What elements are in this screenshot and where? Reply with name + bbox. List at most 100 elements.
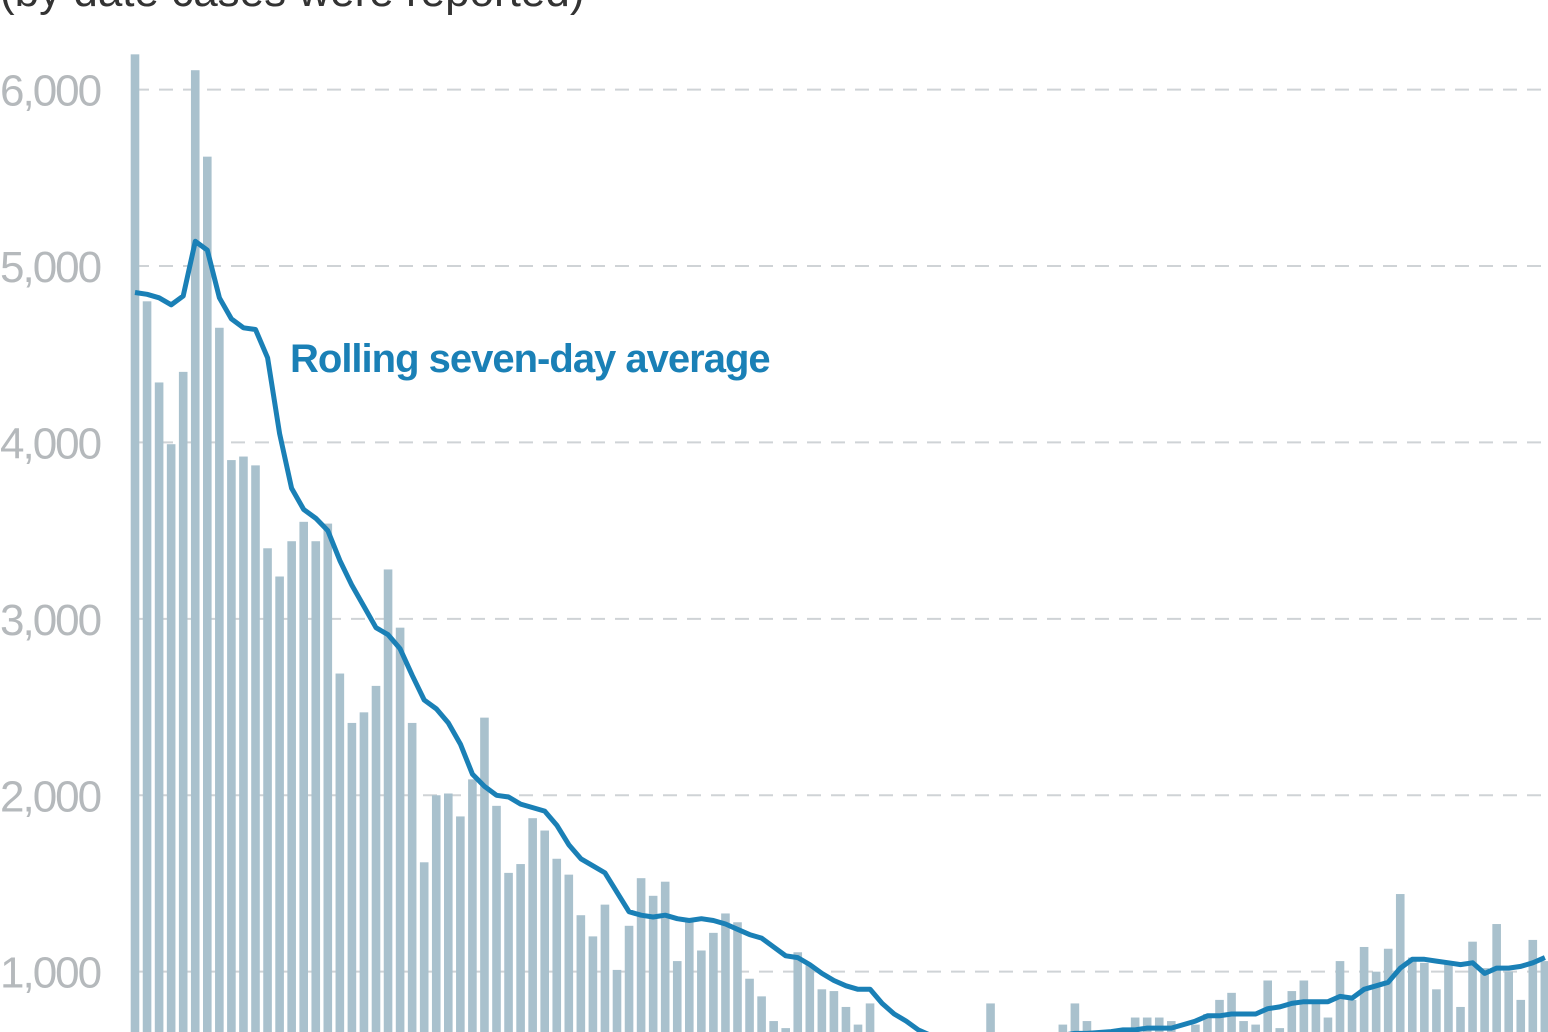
bar [1287, 991, 1297, 1032]
bar [1468, 941, 1477, 1032]
bar [1528, 939, 1538, 1032]
bar [636, 878, 646, 1032]
bar [588, 936, 598, 1032]
bar [419, 862, 429, 1032]
bar [444, 793, 453, 1032]
bar [757, 996, 766, 1032]
bar [1516, 999, 1526, 1032]
bar [1058, 1024, 1068, 1032]
bar [552, 858, 562, 1032]
bar [263, 548, 272, 1032]
bar [709, 932, 718, 1032]
bar [154, 382, 164, 1032]
bar [395, 627, 405, 1032]
bar [817, 989, 827, 1032]
bar [540, 830, 549, 1032]
bar [1432, 989, 1441, 1032]
bar [1480, 968, 1489, 1032]
y-tick-label: 4,000 [0, 419, 101, 468]
bar [468, 779, 477, 1032]
bar [648, 895, 658, 1032]
bar [215, 327, 224, 1032]
bar [504, 872, 513, 1032]
bar [431, 795, 441, 1032]
bar [142, 301, 152, 1032]
bar [805, 964, 815, 1032]
bar [251, 465, 260, 1032]
bar [865, 1003, 875, 1032]
bar [166, 444, 176, 1032]
bar [1239, 1021, 1248, 1032]
bar [239, 456, 248, 1032]
chart-subtitle: (by date cases were reported) [0, 0, 585, 16]
average-line [134, 238, 1546, 1032]
bar [600, 904, 610, 1032]
bar [1082, 1021, 1092, 1032]
bar [1275, 1028, 1285, 1032]
bar [1347, 999, 1357, 1032]
bar [660, 881, 670, 1032]
bar [492, 805, 501, 1032]
bar [190, 70, 200, 1032]
bar [781, 1028, 790, 1032]
y-tick-label: 2,000 [0, 772, 101, 821]
bar [1070, 1003, 1080, 1032]
bar [1444, 962, 1453, 1032]
bar [1408, 957, 1417, 1032]
bar [203, 156, 212, 1032]
bar [299, 521, 308, 1032]
bar [335, 673, 345, 1032]
bar [323, 523, 333, 1032]
bar [347, 722, 357, 1032]
bar [1492, 924, 1501, 1032]
bar [480, 717, 489, 1032]
bar [564, 874, 574, 1032]
bar [685, 922, 694, 1032]
bar [456, 816, 465, 1032]
bar [853, 1024, 863, 1032]
bar [1504, 971, 1513, 1032]
y-tick-label: 6,000 [0, 67, 101, 116]
bar [516, 864, 525, 1032]
y-tick-label: 3,000 [0, 596, 101, 645]
bar [311, 541, 321, 1032]
bar [672, 961, 682, 1032]
bar [1420, 962, 1429, 1032]
bar [227, 460, 236, 1032]
bar [841, 1006, 851, 1032]
bar [1395, 894, 1405, 1032]
bar [130, 54, 140, 1032]
bar [1154, 1017, 1164, 1032]
line-label: Rolling seven-day average [290, 337, 770, 381]
bar [275, 576, 284, 1032]
bar [697, 950, 706, 1032]
bar [733, 922, 742, 1032]
y-tick-label: 1,000 [0, 949, 101, 998]
bar [1130, 1017, 1140, 1032]
bar [1251, 1024, 1260, 1032]
bar [721, 913, 730, 1032]
bar [528, 818, 537, 1032]
bar [624, 925, 634, 1032]
bar [1142, 1017, 1152, 1032]
bar [1371, 971, 1381, 1032]
bar [769, 1021, 778, 1032]
bar [1456, 1006, 1465, 1032]
bar [1540, 961, 1548, 1032]
bar [1203, 1014, 1212, 1032]
bar [612, 969, 622, 1032]
bar [1323, 1017, 1333, 1032]
bar [371, 685, 381, 1032]
bar [359, 712, 369, 1032]
bar [1299, 980, 1309, 1032]
bar [576, 915, 586, 1032]
y-tick-label: 5,000 [0, 243, 101, 292]
bar [1311, 999, 1321, 1032]
bar [287, 541, 296, 1032]
bar [178, 371, 188, 1032]
bar [407, 722, 417, 1032]
bar [1383, 948, 1393, 1032]
bar [986, 1003, 995, 1032]
